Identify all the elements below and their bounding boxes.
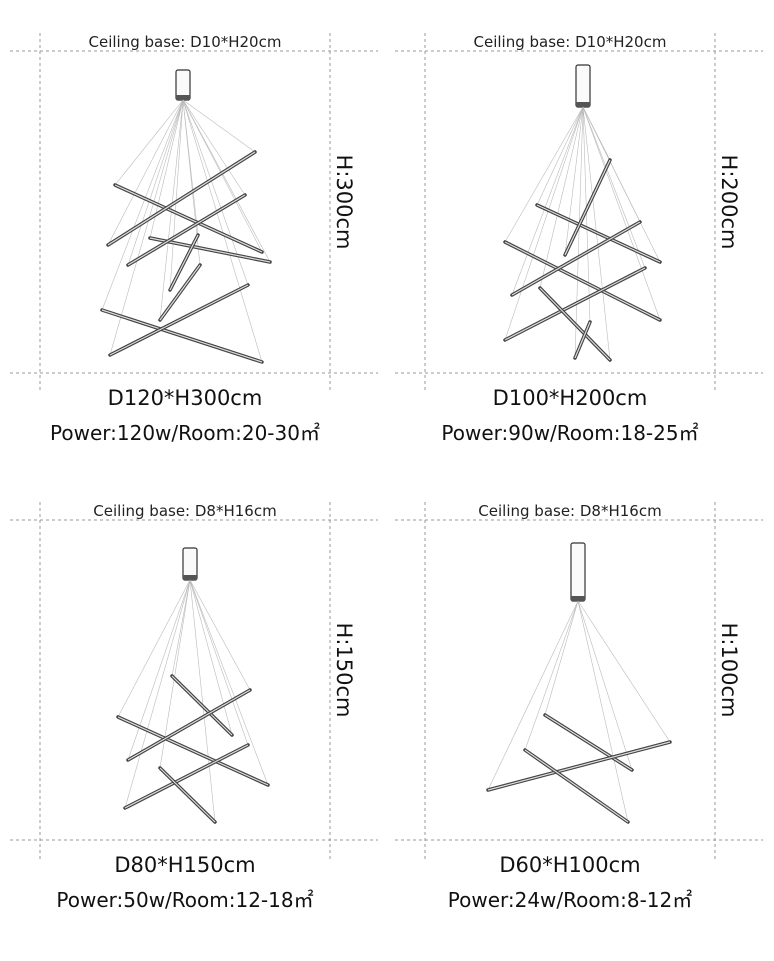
wire — [189, 579, 233, 736]
rod-light — [524, 749, 629, 823]
rod-light — [101, 309, 263, 363]
rod-light — [536, 204, 661, 263]
ceiling-base — [570, 542, 586, 602]
wire — [114, 99, 184, 186]
ceiling-base-band — [576, 102, 590, 107]
rod-light — [159, 767, 216, 823]
rod-light — [114, 184, 263, 253]
rod-light — [117, 716, 269, 786]
rod-light — [574, 321, 591, 359]
rod-light — [124, 744, 249, 809]
product-panel: Ceiling base: D8*H16cm H:150cm D80*H150cm P… — [10, 502, 378, 912]
ceiling-base-band — [176, 95, 190, 100]
wire — [582, 106, 611, 161]
rod-light — [171, 675, 233, 736]
wire — [577, 600, 671, 743]
wire — [504, 106, 584, 243]
wire — [539, 106, 584, 289]
height-label: H:200cm — [717, 155, 741, 250]
size-label: D120*H300cm — [108, 386, 263, 410]
product-panel: Ceiling base: D10*H20cm H:300cm D120*H300c… — [10, 33, 378, 445]
power-label: Power:120w/Room:20-30㎡ — [50, 421, 320, 445]
wire — [182, 99, 246, 196]
wire — [189, 579, 251, 691]
wire — [182, 99, 271, 263]
wire — [574, 106, 584, 359]
rod-light — [149, 237, 271, 263]
rod-light — [511, 221, 641, 296]
rod-light — [169, 234, 199, 291]
rod-light — [539, 287, 611, 361]
wire — [582, 106, 591, 323]
wire — [124, 579, 191, 809]
wire — [577, 600, 633, 771]
ceiling-base-band — [183, 575, 197, 580]
wire — [577, 600, 629, 823]
power-label: Power:90w/Room:18-25㎡ — [441, 421, 698, 445]
wire — [117, 579, 191, 718]
size-label: D60*H100cm — [499, 853, 640, 877]
rod-light — [109, 284, 249, 356]
wire — [487, 600, 579, 791]
wire — [182, 99, 263, 363]
rod-light — [107, 151, 256, 246]
wire — [189, 579, 249, 746]
rod-light — [564, 159, 611, 256]
height-label: H:150cm — [332, 623, 356, 718]
wire — [169, 99, 184, 291]
height-label: H:100cm — [717, 623, 741, 718]
ceiling-base-band — [571, 596, 585, 601]
wire — [524, 600, 579, 751]
wire — [504, 106, 584, 341]
rod-light — [544, 714, 633, 771]
wire — [511, 106, 584, 296]
rod-light — [487, 741, 671, 791]
wire — [127, 579, 191, 761]
wire — [182, 99, 256, 153]
rod-light — [504, 241, 661, 321]
ceiling-base-label: Ceiling base: D10*H20cm — [474, 33, 667, 51]
wire — [189, 579, 269, 786]
wire — [182, 99, 199, 236]
rod-light — [504, 267, 646, 341]
wire — [582, 106, 646, 269]
wire — [127, 99, 184, 266]
ceiling-base-label: Ceiling base: D8*H16cm — [478, 502, 661, 520]
wire — [189, 579, 216, 823]
rod-light — [159, 264, 201, 321]
ceiling-base — [575, 64, 591, 108]
power-label: Power:50w/Room:12-18㎡ — [56, 888, 313, 912]
height-label: H:300cm — [332, 155, 356, 250]
ceiling-base-label: Ceiling base: D10*H20cm — [89, 33, 282, 51]
rod-light — [127, 689, 251, 761]
wire — [582, 106, 661, 321]
product-panel: Ceiling base: D8*H16cm H:100cm D60*H100cm P… — [395, 502, 763, 912]
power-label: Power:24w/Room:8-12㎡ — [448, 888, 692, 912]
size-label: D80*H150cm — [114, 853, 255, 877]
wire — [536, 106, 584, 206]
size-label: D100*H200cm — [493, 386, 648, 410]
wire — [171, 579, 191, 677]
wire — [107, 99, 184, 246]
ceiling-base-label: Ceiling base: D8*H16cm — [93, 502, 276, 520]
wire — [564, 106, 584, 256]
wire — [182, 99, 263, 253]
rod-light — [127, 194, 246, 266]
product-panel: Ceiling base: D10*H20cm H:200cm D100*H200c… — [395, 33, 763, 445]
wire — [544, 600, 579, 716]
wire — [101, 99, 184, 311]
wire — [109, 99, 184, 356]
